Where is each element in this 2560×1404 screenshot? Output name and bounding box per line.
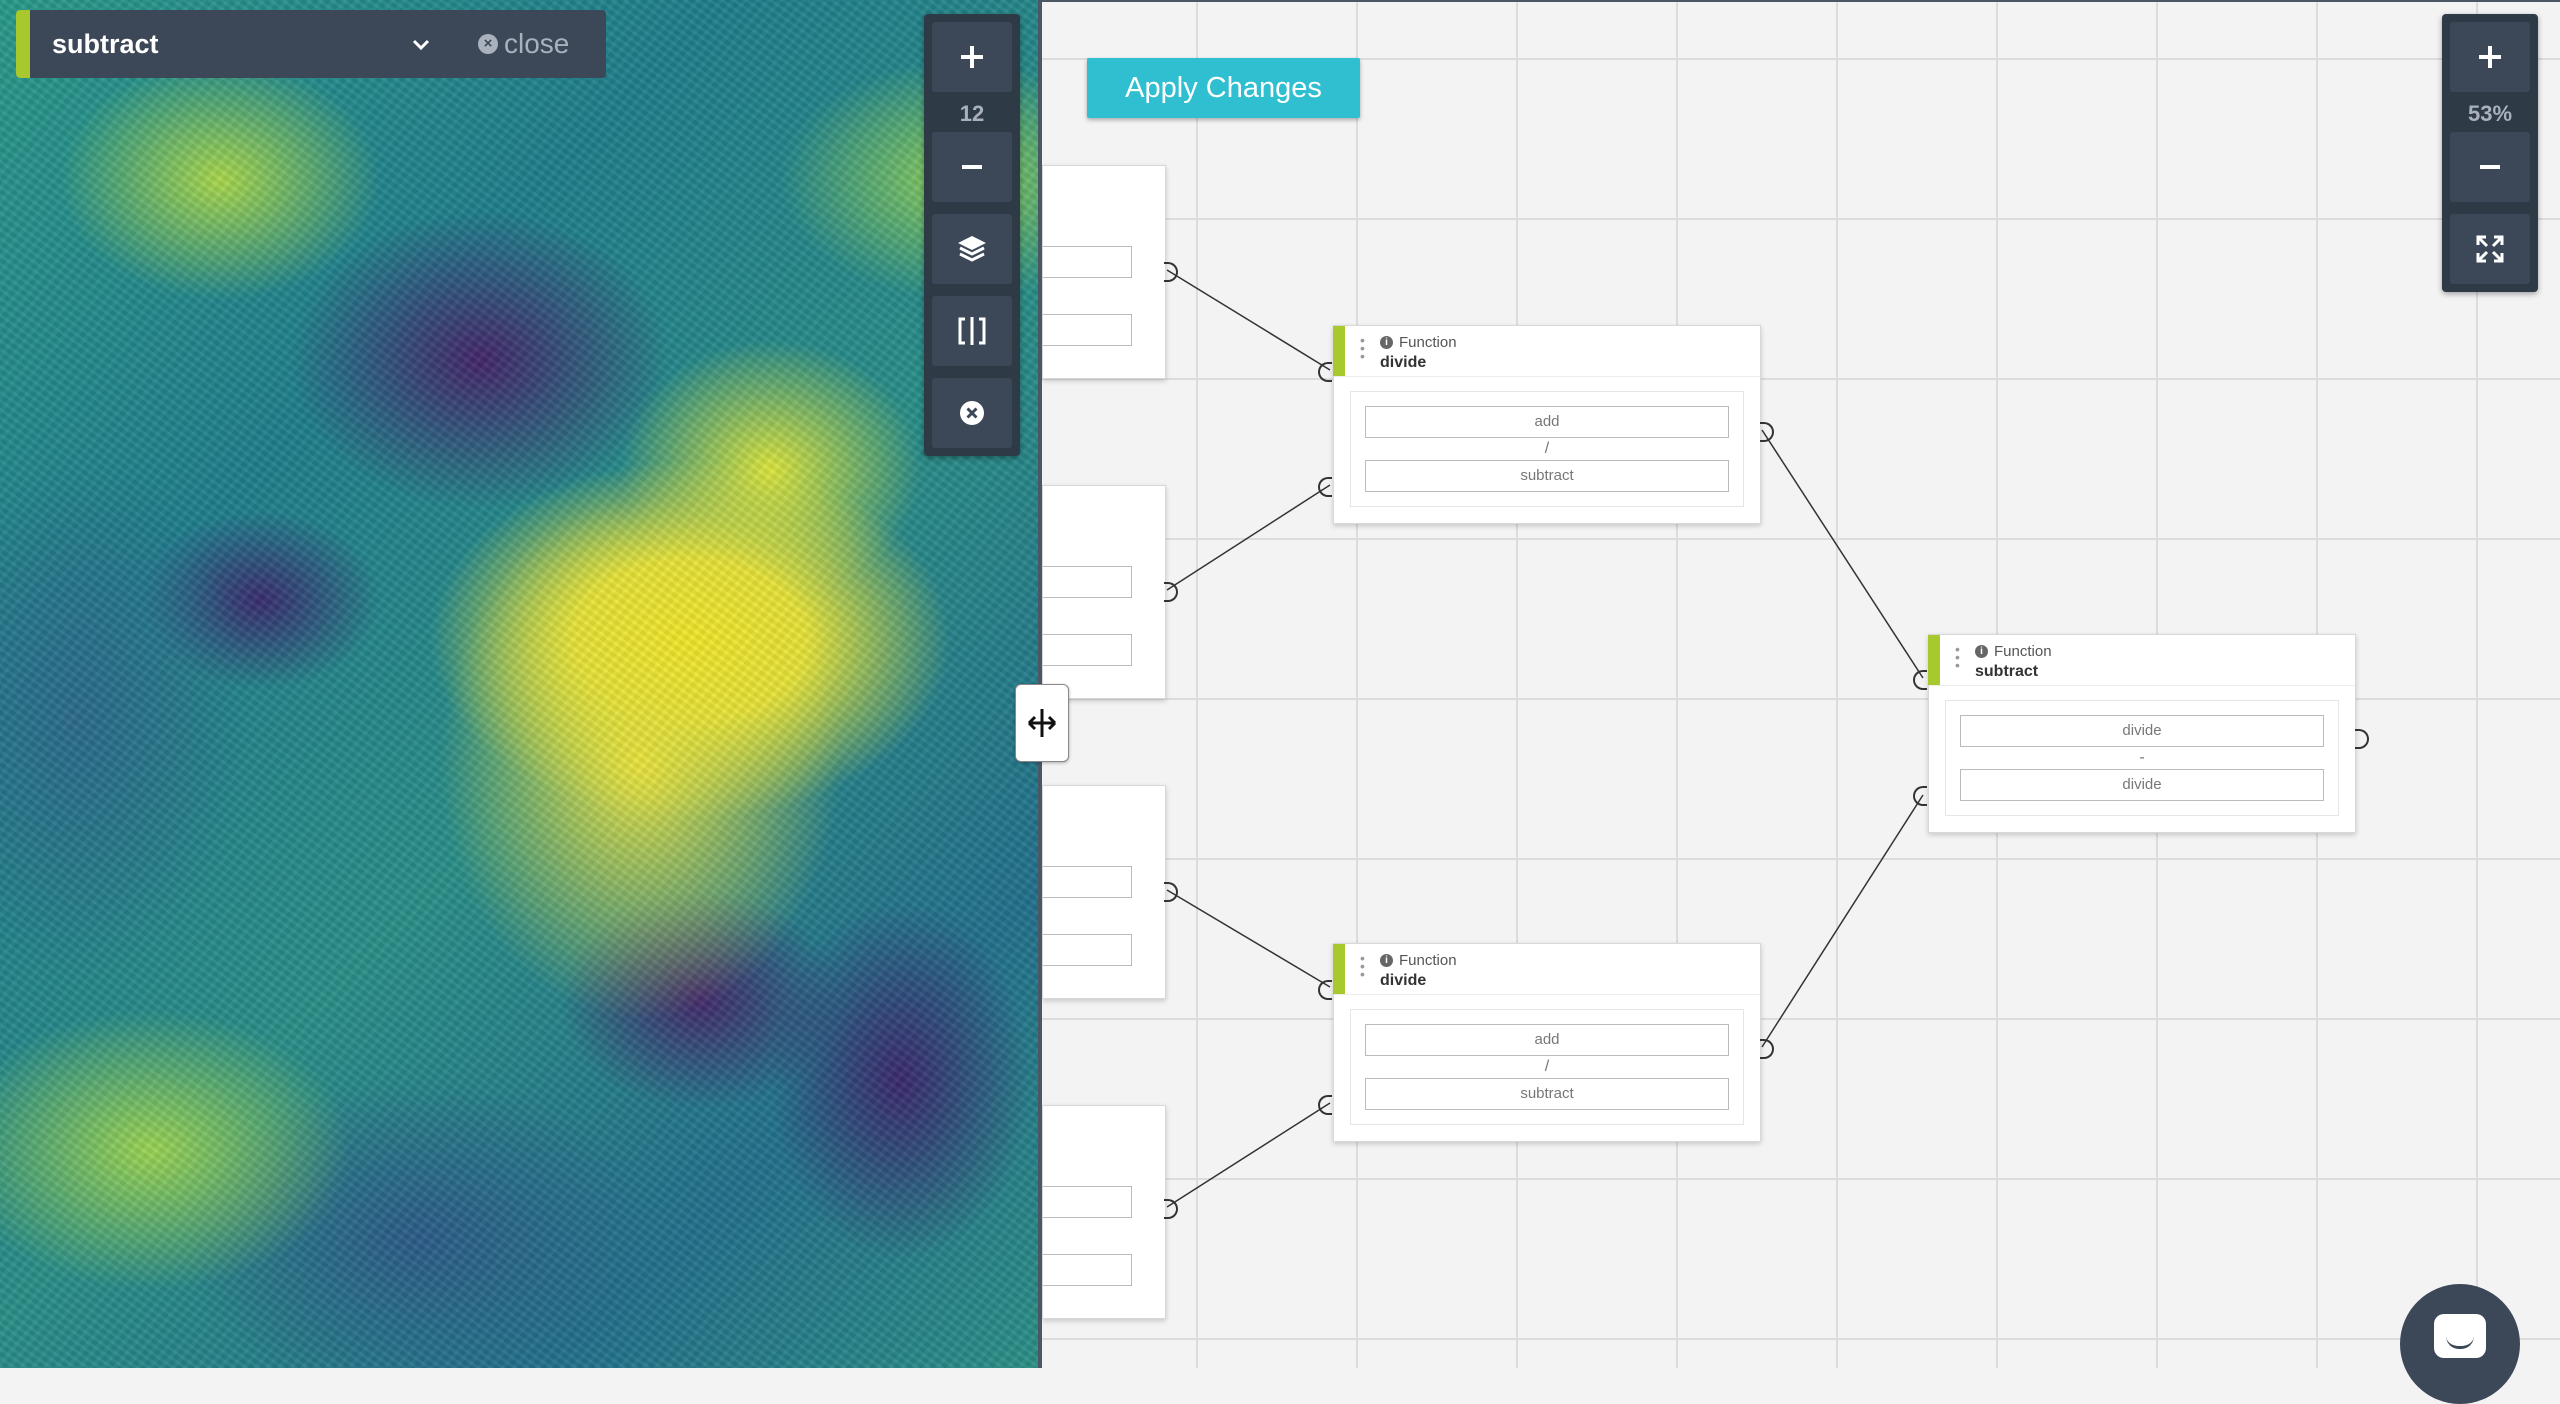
resize-horizontal-icon [1027, 709, 1057, 737]
node-input-field[interactable] [1043, 634, 1132, 666]
map-zoom-in-button[interactable] [932, 22, 1012, 92]
node-kind: Function [1399, 334, 1457, 351]
node-input-b[interactable]: subtract [1365, 460, 1729, 492]
node-operator: / [1544, 440, 1550, 457]
node-color-swatch [1928, 635, 1940, 685]
graph-toolbar: 53% [2442, 14, 2538, 292]
node-function-name: subtract [1975, 663, 2039, 680]
function-node-divide[interactable]: • • • i Function divide add / subtract [1333, 943, 1761, 1142]
node-operator: / [1544, 1058, 1550, 1075]
minus-icon [962, 165, 982, 169]
node-input-field[interactable] [1043, 314, 1132, 346]
node-kind: Function [1994, 643, 2052, 660]
split-drag-handle[interactable] [1015, 684, 1069, 762]
drag-handle-icon[interactable]: • • • [1955, 641, 1960, 673]
layer-name: subtract [52, 28, 159, 59]
info-icon[interactable]: i [1975, 645, 1988, 658]
plus-icon [961, 46, 983, 68]
drag-handle-icon[interactable]: • • • [1360, 332, 1365, 364]
output-port[interactable] [2355, 729, 2369, 749]
node-input-a[interactable]: add [1365, 1024, 1729, 1056]
graph-node-partial[interactable] [1042, 165, 1166, 379]
split-compare-icon [958, 317, 986, 345]
graph-node-partial[interactable] [1042, 485, 1166, 699]
map-toolbar: 12 [924, 14, 1020, 456]
node-header[interactable]: • • • i Function divide [1333, 944, 1760, 995]
fit-to-screen-button[interactable] [2450, 214, 2530, 284]
close-circle-icon [960, 401, 984, 425]
input-port[interactable] [1318, 362, 1332, 382]
input-port[interactable] [1318, 1095, 1332, 1115]
function-node-subtract[interactable]: • • • i Function subtract divide - divide [1928, 634, 2356, 833]
node-function-name: divide [1380, 972, 1427, 989]
graph-zoom-level: 53% [2467, 101, 2513, 126]
node-input-field[interactable] [1043, 1186, 1132, 1218]
node-input-field[interactable] [1043, 934, 1132, 966]
node-input-field[interactable] [1043, 566, 1132, 598]
node-operator: - [2139, 749, 2145, 766]
info-icon[interactable]: i [1380, 954, 1393, 967]
input-port[interactable] [1318, 477, 1332, 497]
node-color-swatch [1333, 944, 1345, 994]
node-kind: Function [1399, 952, 1457, 969]
apply-changes-button[interactable]: Apply Changes [1087, 58, 1360, 118]
chat-icon [2434, 1314, 2486, 1358]
compare-split-button[interactable] [932, 296, 1012, 366]
input-port[interactable] [1913, 670, 1927, 690]
map-viewport[interactable] [0, 0, 1040, 1368]
node-header[interactable]: • • • i Function subtract [1928, 635, 2355, 686]
clear-button[interactable] [932, 378, 1012, 448]
graph-zoom-out-button[interactable] [2450, 132, 2530, 202]
layers-icon [958, 236, 986, 262]
drag-handle-icon[interactable]: • • • [1360, 950, 1365, 982]
layers-button[interactable] [932, 214, 1012, 284]
plus-icon [2479, 46, 2501, 68]
node-input-field[interactable] [1043, 246, 1132, 278]
input-port[interactable] [1318, 980, 1332, 1000]
node-header[interactable]: • • • i Function divide [1333, 326, 1760, 377]
close-layer-button[interactable]: × close [478, 28, 569, 60]
node-input-field[interactable] [1043, 1254, 1132, 1286]
function-node-divide[interactable]: • • • i Function divide add / subtract [1333, 325, 1761, 524]
info-icon[interactable]: i [1380, 336, 1393, 349]
node-input-a[interactable]: add [1365, 406, 1729, 438]
close-label: close [504, 28, 570, 59]
expand-icon [2476, 235, 2504, 263]
node-input-b[interactable]: divide [1960, 769, 2324, 801]
chat-launcher-button[interactable] [2400, 1284, 2520, 1404]
node-input-a[interactable]: divide [1960, 715, 2324, 747]
close-icon: × [478, 34, 498, 54]
input-port[interactable] [1913, 786, 1927, 806]
graph-zoom-in-button[interactable] [2450, 22, 2530, 92]
node-input-field[interactable] [1043, 866, 1132, 898]
chevron-down-icon[interactable] [412, 31, 452, 57]
layer-selector[interactable]: subtract × close [16, 10, 606, 78]
graph-node-partial[interactable] [1042, 1105, 1166, 1319]
minus-icon [2480, 165, 2500, 169]
graph-node-partial[interactable] [1042, 785, 1166, 999]
node-color-swatch [1333, 326, 1345, 376]
map-zoom-out-button[interactable] [932, 132, 1012, 202]
node-input-b[interactable]: subtract [1365, 1078, 1729, 1110]
map-zoom-level: 12 [959, 101, 985, 126]
layer-color-swatch [16, 10, 30, 78]
node-function-name: divide [1380, 354, 1427, 371]
